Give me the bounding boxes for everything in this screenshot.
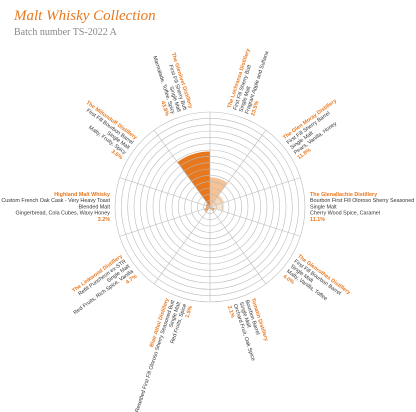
label-notes: Gingerbread, Cola Cubes, Waxy Honey [16,211,111,217]
spoke [209,129,267,208]
label-value-label: 11.1% [310,217,325,223]
label-notes: Cherry Wood Spice, Caramel [310,211,380,217]
spoke [119,206,211,237]
bar [205,205,210,209]
spoke [209,206,267,285]
label-style: Blended Malt [79,204,111,210]
label-name: Highland Malt Whisky [54,192,110,198]
bar [204,207,210,212]
label-cask: Bourbon First Fill Oloroso Sherry Season… [310,198,416,204]
label-value-label: 23.5% [250,100,260,117]
label-cask: Custom French Oak Cask - Very Heavy Toas… [1,198,110,204]
bar [210,207,215,212]
bar [205,203,210,207]
label-name: The Glenallachie Distillery [310,192,377,198]
label-value-label: 2.1% [226,305,236,319]
spoke [209,206,301,237]
chart-title: Malt Whisky Collection [13,8,156,24]
label-cask: Resettled First Fill Oloroso Sherry Seas… [134,299,176,412]
spoke [153,206,211,285]
label-style: Single Malt [310,204,337,210]
spoke [119,177,211,208]
spoke [209,177,301,208]
bar [210,194,225,207]
bar [210,202,225,212]
bars [177,151,228,212]
bar [210,177,228,207]
label-value-label: 1.5% [185,305,195,319]
chart-subtitle: Batch number TS-2022 A [14,27,118,38]
label-value-label: 43.8% [159,100,169,117]
bar [177,151,210,207]
label-value-label: 3.2% [98,217,110,223]
spoke [153,129,211,208]
